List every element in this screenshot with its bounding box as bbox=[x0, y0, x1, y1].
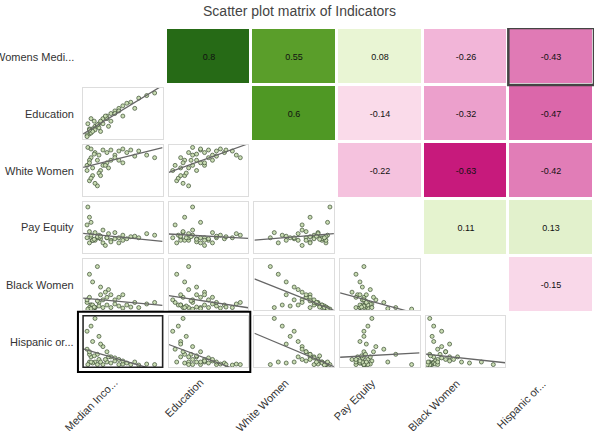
svg-text:Pay Equity: Pay Equity bbox=[21, 221, 74, 233]
svg-text:0.6: 0.6 bbox=[288, 109, 301, 119]
svg-text:-0.43: -0.43 bbox=[541, 52, 562, 62]
svg-text:-0.14: -0.14 bbox=[370, 109, 391, 119]
svg-text:Black Women: Black Women bbox=[6, 279, 74, 291]
svg-text:0.55: 0.55 bbox=[285, 52, 303, 62]
svg-text:Hispanic or...: Hispanic or... bbox=[494, 378, 547, 431]
svg-text:-0.63: -0.63 bbox=[456, 166, 477, 176]
svg-text:-0.22: -0.22 bbox=[370, 166, 391, 176]
svg-text:Education: Education bbox=[25, 108, 74, 120]
svg-text:0.08: 0.08 bbox=[371, 52, 389, 62]
svg-text:Womens Medi...: Womens Medi... bbox=[0, 51, 74, 63]
svg-text:Black Women: Black Women bbox=[406, 377, 462, 431]
svg-text:-0.32: -0.32 bbox=[456, 109, 477, 119]
svg-text:-0.26: -0.26 bbox=[456, 52, 477, 62]
svg-text:White Women: White Women bbox=[5, 165, 74, 177]
svg-text:Median Inco...: Median Inco... bbox=[62, 376, 119, 431]
svg-text:-0.47: -0.47 bbox=[541, 109, 562, 119]
svg-text:Pay Equity: Pay Equity bbox=[332, 377, 378, 423]
svg-text:0.13: 0.13 bbox=[542, 223, 560, 233]
svg-text:0.8: 0.8 bbox=[203, 52, 216, 62]
svg-text:Scatter plot matrix of Indicat: Scatter plot matrix of Indicators bbox=[203, 3, 396, 19]
svg-text:-0.42: -0.42 bbox=[541, 166, 562, 176]
svg-text:Hispanic or...: Hispanic or... bbox=[10, 336, 74, 348]
svg-text:Education: Education bbox=[163, 376, 206, 419]
svg-text:-0.15: -0.15 bbox=[541, 280, 562, 290]
svg-text:White Women: White Women bbox=[234, 377, 291, 431]
svg-text:0.11: 0.11 bbox=[458, 223, 475, 233]
